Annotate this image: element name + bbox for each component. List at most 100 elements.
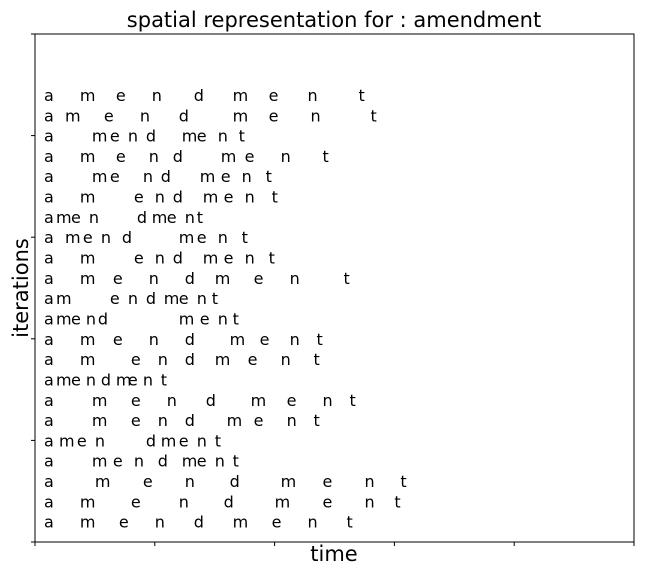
- letter-mark: e: [323, 472, 333, 491]
- letter-mark: m: [230, 330, 246, 349]
- letter-mark: n: [290, 269, 300, 288]
- letter-mark: d: [185, 330, 195, 349]
- letter-mark: d: [173, 188, 183, 207]
- letter-mark: e: [110, 127, 120, 146]
- axis-ticks: [31, 33, 635, 546]
- letter-mark: e: [248, 350, 258, 369]
- letter-mark: t: [215, 431, 221, 450]
- letter-mark: n: [140, 106, 150, 125]
- letter-mark: t: [197, 208, 203, 227]
- letter-mark: m: [215, 269, 231, 288]
- chart-title: spatial representation for : amendment: [127, 8, 541, 32]
- letter-mark: e: [221, 167, 231, 186]
- letter-mark: m: [182, 452, 198, 471]
- letter-mark: m: [80, 249, 96, 268]
- letter-mark: m: [56, 309, 72, 328]
- letter-mark: d: [98, 309, 108, 328]
- letter-mark: n: [197, 289, 207, 308]
- letter-mark: d: [185, 269, 195, 288]
- letter-mark: t: [239, 127, 245, 146]
- letter-mark: a: [44, 86, 54, 105]
- letter-mark: m: [203, 249, 219, 268]
- letter-mark: a: [44, 391, 54, 410]
- letter-mark: m: [161, 431, 177, 450]
- letter-mark: t: [233, 309, 239, 328]
- letter-mark: a: [44, 452, 54, 471]
- letter-mark: e: [113, 330, 123, 349]
- letter-mark: e: [134, 249, 144, 268]
- letter-mark: n: [155, 188, 165, 207]
- letter-mark: e: [269, 86, 279, 105]
- letter-mark: t: [314, 411, 320, 430]
- letter-mark: n: [143, 370, 153, 389]
- letter-mark: d: [194, 86, 204, 105]
- letter-mark: n: [179, 492, 189, 511]
- letter-mark: n: [364, 472, 374, 491]
- letter-mark: a: [44, 411, 54, 430]
- letter-mark: n: [149, 330, 159, 349]
- letter-mark: n: [155, 249, 165, 268]
- letter-mark: n: [149, 147, 159, 166]
- letter-mark: a: [44, 127, 54, 146]
- letter-mark: e: [110, 289, 120, 308]
- letter-mark: d: [185, 411, 195, 430]
- letter-mark: a: [44, 330, 54, 349]
- letter-mark: e: [254, 411, 264, 430]
- letter-mark: n: [86, 309, 96, 328]
- letter-mark: e: [110, 167, 120, 186]
- letter-mark: m: [227, 411, 243, 430]
- letter-mark: m: [80, 147, 96, 166]
- letter-mark: n: [128, 127, 138, 146]
- letter-mark: n: [364, 492, 374, 511]
- letter-mark: e: [179, 431, 189, 450]
- letter-mark: n: [185, 208, 195, 227]
- letter-mark: n: [281, 147, 291, 166]
- letter-mark: m: [215, 350, 231, 369]
- letter-mark: d: [179, 106, 189, 125]
- letter-mark: e: [224, 249, 234, 268]
- letter-mark: d: [146, 431, 156, 450]
- letter-mark: m: [95, 472, 111, 491]
- letter-mark: n: [308, 86, 318, 105]
- plot-frame: [34, 33, 635, 543]
- letter-mark: m: [92, 452, 108, 471]
- letter-mark: n: [89, 208, 99, 227]
- y-axis-label: iterations: [9, 238, 33, 338]
- letter-mark: e: [131, 391, 141, 410]
- letter-mark: m: [152, 208, 168, 227]
- letter-mark: n: [242, 167, 252, 186]
- letter-mark: a: [44, 269, 54, 288]
- letter-mark: t: [394, 492, 400, 511]
- letter-mark: n: [86, 370, 96, 389]
- letter-mark: t: [317, 330, 323, 349]
- letter-mark: a: [44, 513, 54, 532]
- letter-mark: a: [44, 431, 54, 450]
- letter-mark: e: [83, 228, 93, 247]
- letter-mark: m: [80, 350, 96, 369]
- letter-mark: m: [56, 208, 72, 227]
- letter-marks: a m e n d m e n ta m e n d m e n ta m e n d m e n ta m e n d m e n ta m e n…: [44, 86, 407, 532]
- letter-mark: e: [269, 106, 279, 125]
- letter-mark: e: [245, 147, 255, 166]
- letter-mark: m: [65, 228, 81, 247]
- letter-mark: n: [158, 411, 168, 430]
- letter-mark: n: [245, 249, 255, 268]
- letter-mark: m: [233, 106, 249, 125]
- letter-mark: n: [167, 391, 177, 410]
- letter-mark: m: [179, 228, 195, 247]
- letter-mark: m: [92, 127, 108, 146]
- letter-mark: a: [44, 350, 54, 369]
- letter-mark: e: [71, 309, 81, 328]
- letter-mark: d: [173, 249, 183, 268]
- letter-mark: d: [122, 228, 132, 247]
